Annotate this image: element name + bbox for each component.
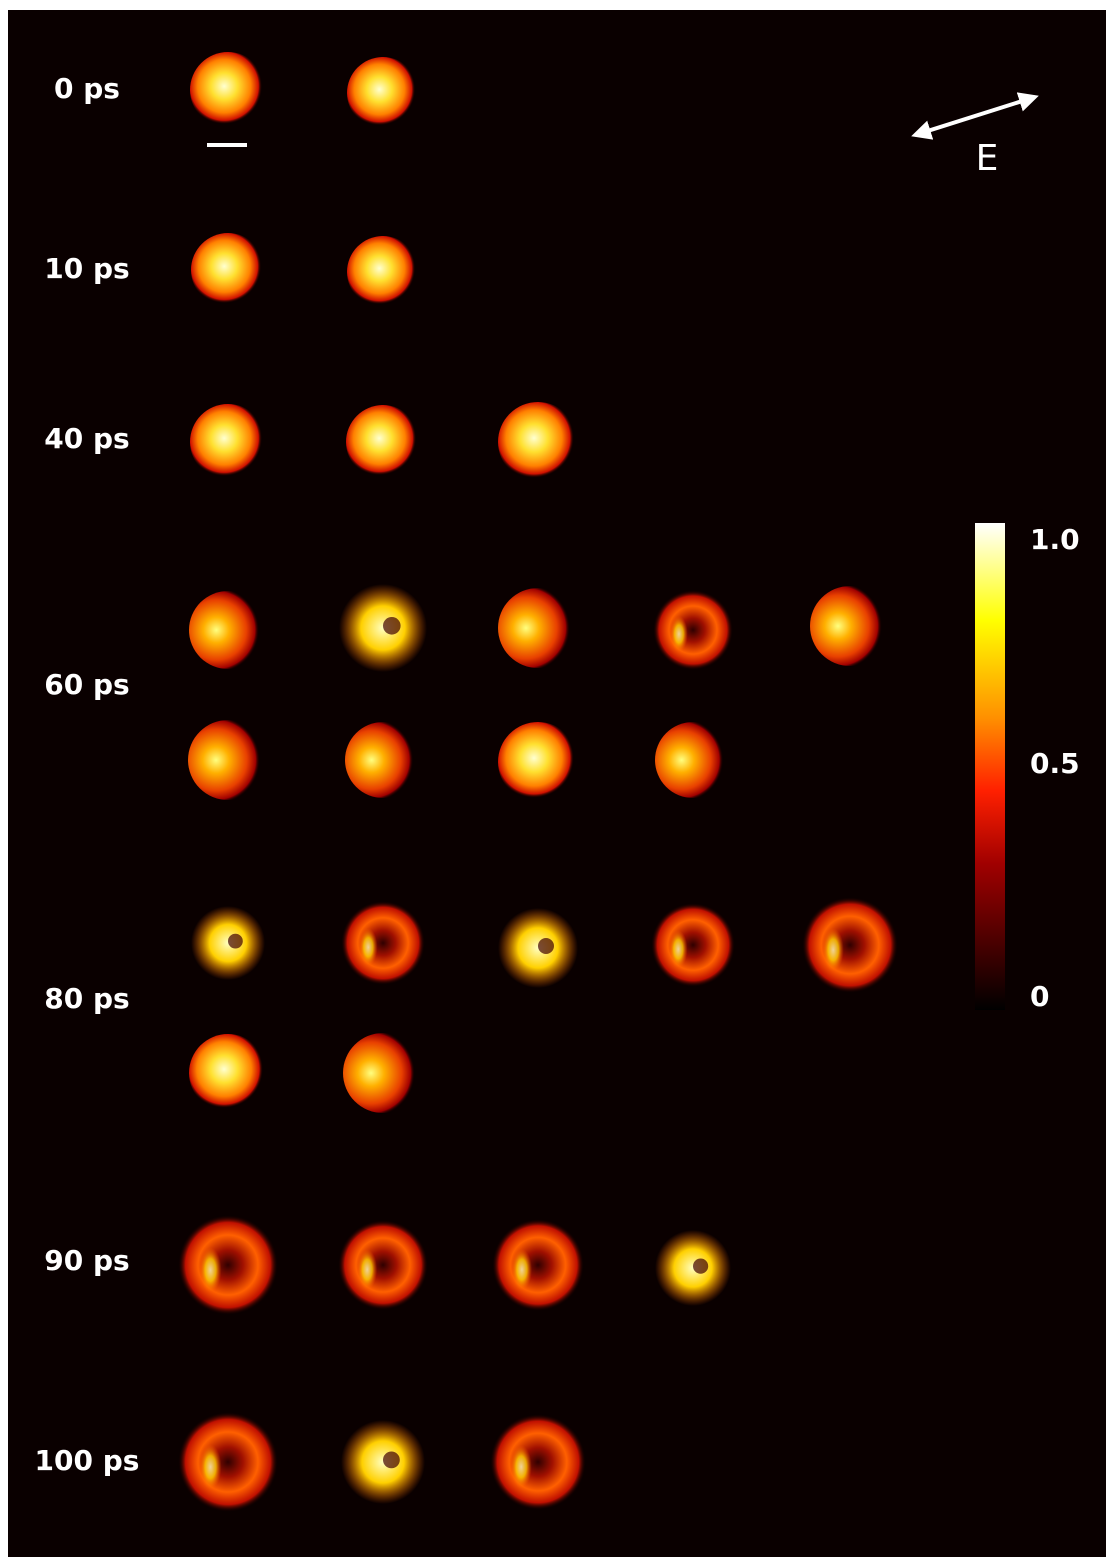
spot-image [338,1220,428,1310]
spot-image [178,1215,278,1315]
polarization-label: E [976,138,999,179]
spot-hole [383,617,401,635]
colorbar-label: 1.0 [1030,523,1080,556]
spot-image [802,897,898,993]
time-label: 80 ps [44,982,129,1015]
spot-highlight [357,1249,377,1290]
spot-image [498,402,578,482]
spot-image [347,236,419,308]
spot-hole [228,934,243,949]
spot-highlight [823,928,844,971]
figure: E 1.0 0.5 0 0 ps 10 ps 40 ps 60 ps 80 ps 90 p… [0,0,1106,1557]
colorbar [975,523,1005,1010]
spot-highlight [200,1445,222,1490]
spot-image [653,590,733,670]
spot-image [339,584,427,672]
time-label: 90 ps [44,1244,129,1277]
spot-highlight [511,1445,532,1488]
spot-image [347,57,419,129]
spot-image [191,906,265,980]
time-label: 10 ps [44,252,129,285]
spot-image [655,1230,731,1306]
spot-image [343,1033,423,1113]
spot-image [178,1412,278,1512]
spot-image [490,1414,586,1510]
colorbar-label: 0.5 [1030,747,1080,780]
spot-highlight [200,1248,222,1293]
spot-highlight [669,930,687,968]
colorbar-label: 0 [1030,980,1049,1013]
spot-image [810,586,890,666]
time-label: 60 ps [44,668,129,701]
spot-image [346,405,420,479]
spot-image [492,1219,584,1311]
spot-image [651,903,735,987]
spot-hole [693,1259,708,1274]
spot-image [189,1034,267,1112]
spot-image [188,720,268,800]
spot-image [498,588,578,668]
spot-image [190,52,266,128]
spot-image [341,901,425,985]
spot-image [498,908,578,988]
time-label: 0 ps [54,72,120,105]
spot-highlight [512,1249,532,1290]
spot-image [498,722,578,802]
time-label: 40 ps [44,422,129,455]
spot-image [191,233,265,307]
spot-image [655,722,731,798]
spot-image [341,1420,425,1504]
spot-hole [538,938,554,954]
time-label: 100 ps [35,1444,140,1477]
spot-image [345,722,421,798]
spot-highlight [359,928,377,966]
spot-hole [383,1452,400,1469]
spot-highlight [670,616,688,652]
spot-image [190,404,266,480]
spot-image [189,591,267,669]
